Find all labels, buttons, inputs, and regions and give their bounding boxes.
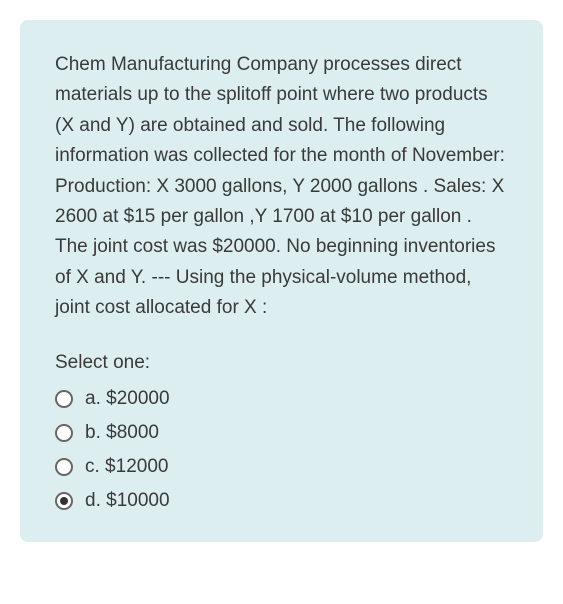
option-b[interactable]: b. $8000 xyxy=(55,422,508,444)
radio-icon xyxy=(55,492,73,510)
select-prompt: Select one: xyxy=(55,352,508,374)
option-c[interactable]: c. $12000 xyxy=(55,456,508,478)
option-label: b. $8000 xyxy=(85,422,159,444)
radio-icon xyxy=(55,390,73,408)
option-label: d. $10000 xyxy=(85,490,170,512)
option-d[interactable]: d. $10000 xyxy=(55,490,508,512)
radio-icon xyxy=(55,424,73,442)
question-card: Chem Manufacturing Company processes dir… xyxy=(20,20,543,542)
options-group: a. $20000 b. $8000 c. $12000 d. $10000 xyxy=(55,388,508,512)
radio-icon xyxy=(55,458,73,476)
option-label: a. $20000 xyxy=(85,388,170,410)
question-text: Chem Manufacturing Company processes dir… xyxy=(55,50,508,324)
option-label: c. $12000 xyxy=(85,456,168,478)
option-a[interactable]: a. $20000 xyxy=(55,388,508,410)
